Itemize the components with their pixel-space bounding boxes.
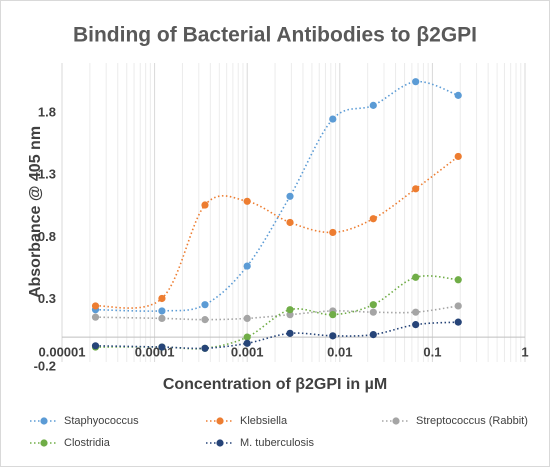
data-point: [91, 313, 100, 321]
legend-label: M. tuberculosis: [240, 437, 314, 449]
data-point: [329, 228, 337, 237]
data-point: [412, 273, 420, 281]
data-point: [454, 302, 462, 310]
legend-marker: [40, 417, 48, 425]
data-point: [412, 78, 420, 86]
data-point: [412, 321, 420, 329]
data-point: [286, 192, 294, 200]
legend-marker: [216, 417, 224, 425]
data-point: [454, 276, 462, 284]
x-tick-label: 0.001: [231, 345, 264, 360]
data-point: [369, 330, 377, 339]
data-point: [454, 318, 462, 326]
data-point: [329, 311, 337, 319]
legend-label: Klebsiella: [240, 415, 288, 427]
data-point: [412, 308, 420, 316]
legend-marker: [40, 439, 48, 447]
series-line: [95, 80, 459, 312]
data-point: [329, 332, 337, 340]
data-point: [369, 101, 377, 109]
y-tick-label: 1.3: [38, 167, 56, 182]
data-point: [369, 308, 377, 316]
chart-title: Binding of Bacterial Antibodies to β2GPI: [73, 24, 477, 47]
x-tick-label: 0.01: [327, 345, 352, 360]
data-point: [243, 197, 251, 205]
data-point: [158, 314, 166, 322]
x-tick-label: 1: [521, 345, 528, 360]
legend-label: Clostridia: [64, 437, 111, 449]
data-point: [454, 91, 462, 99]
data-point: [412, 185, 420, 193]
legend-label: Streptococcus (Rabbit): [416, 415, 528, 427]
data-point: [286, 329, 294, 337]
y-tick-label: 0.3: [38, 291, 56, 306]
data-point: [286, 311, 294, 319]
data-point: [158, 307, 166, 315]
legend-label: Staphyococcus: [64, 415, 139, 427]
y-tick-label: 1.8: [38, 104, 56, 119]
data-point: [91, 302, 100, 310]
data-point: [91, 342, 100, 350]
data-point: [243, 339, 251, 347]
data-point: [201, 344, 209, 352]
data-point: [454, 152, 462, 161]
data-point: [201, 201, 209, 209]
data-point: [369, 215, 377, 223]
data-point: [329, 115, 337, 123]
data-point: [369, 301, 377, 309]
data-point: [286, 218, 294, 227]
series-line: [95, 155, 459, 309]
x-axis-title: Concentration of β2GPI in µM: [163, 376, 387, 393]
data-point: [158, 294, 166, 303]
data-point: [243, 314, 251, 322]
legend-marker: [392, 417, 400, 425]
y-axis-title: Absorbance @ 405 nm: [27, 126, 44, 298]
x-tick-label: 0.1: [423, 345, 441, 360]
data-point: [243, 333, 251, 341]
data-point: [158, 343, 166, 351]
y-tick-label: -0.2: [34, 358, 56, 373]
data-point: [243, 262, 251, 270]
data-point: [286, 306, 294, 314]
data-point: [201, 301, 209, 309]
data-point: [201, 316, 209, 324]
legend-marker: [216, 439, 224, 447]
x-tick-label: 0.00001: [39, 345, 86, 360]
y-tick-label: 0.8: [38, 229, 56, 244]
